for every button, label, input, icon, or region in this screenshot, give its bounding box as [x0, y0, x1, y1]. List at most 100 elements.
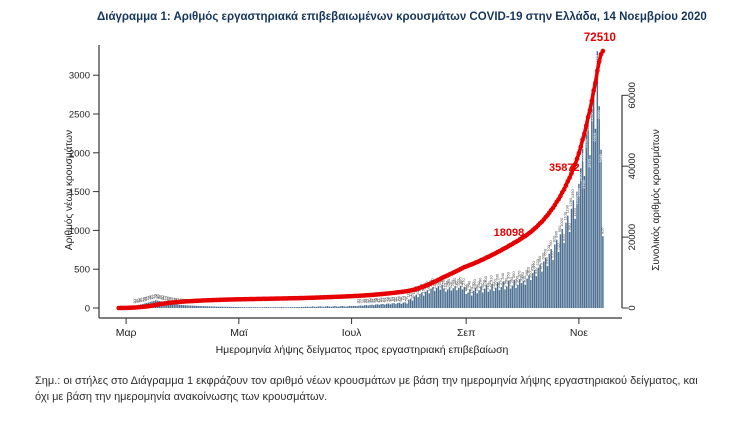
- left-axis-tick-label: 1500: [69, 187, 90, 198]
- bar: [227, 306, 229, 308]
- bar: [559, 234, 562, 308]
- bar: [474, 287, 477, 308]
- bar: [502, 281, 504, 308]
- bar: [204, 306, 207, 308]
- bar-value-label: 50: [393, 297, 398, 302]
- bar-value-label: 350: [505, 271, 510, 278]
- bar: [585, 134, 587, 308]
- bar-value-label: 95: [154, 293, 159, 298]
- bar: [600, 149, 602, 308]
- bar: [286, 307, 288, 308]
- bar: [234, 306, 236, 308]
- bar: [262, 307, 264, 308]
- bar: [570, 208, 573, 308]
- bar: [299, 307, 301, 308]
- bar-value-label: 1150: [572, 207, 577, 216]
- bar: [263, 307, 266, 308]
- bar-value-label: 520: [535, 258, 540, 265]
- bar: [470, 295, 473, 308]
- bar-value-label: 240: [487, 280, 492, 287]
- cumulative-dot: [596, 59, 602, 64]
- bar: [367, 305, 369, 308]
- bar: [323, 306, 325, 308]
- bar-value-label: 700: [546, 244, 551, 251]
- bar: [201, 306, 203, 308]
- cumulative-dot: [578, 144, 584, 150]
- bar: [349, 305, 351, 308]
- bar: [334, 306, 336, 308]
- bar: [541, 271, 543, 308]
- cumulative-dot: [576, 150, 582, 156]
- bar: [509, 288, 512, 308]
- bar: [260, 307, 262, 308]
- bar-value-label: 78: [147, 295, 152, 300]
- bar: [256, 307, 259, 308]
- bar: [313, 306, 316, 308]
- bar: [330, 306, 332, 308]
- bar: [472, 290, 475, 308]
- bar-value-label: 350: [520, 271, 525, 278]
- bar-value-label: 120: [407, 289, 412, 296]
- bar: [513, 280, 515, 308]
- bar-value-label: 880: [553, 230, 558, 237]
- bar: [280, 307, 283, 308]
- bar: [568, 231, 571, 308]
- bar: [415, 294, 417, 308]
- bar: [173, 303, 175, 308]
- bar-value-label: 340: [500, 272, 505, 279]
- bar: [336, 306, 338, 308]
- cumulative-dot: [565, 178, 571, 184]
- bar-value-label: 300: [522, 275, 527, 282]
- bar-value-label: 44: [382, 297, 387, 302]
- bar: [398, 302, 401, 308]
- bar: [413, 296, 416, 308]
- bar: [378, 304, 381, 308]
- bar: [446, 289, 449, 308]
- cumulative-dot: [585, 114, 591, 120]
- right-axis-tick-label: 0: [627, 305, 638, 310]
- bar-value-label: 240: [459, 280, 464, 287]
- bar-value-label: 760: [548, 240, 553, 247]
- bar-value-label: 45: [372, 297, 377, 302]
- bar: [511, 285, 514, 308]
- bar-value-label: 260: [455, 278, 460, 285]
- bar-value-label: 54: [398, 297, 403, 302]
- bar-value-label: 75: [162, 295, 167, 300]
- bar: [583, 176, 586, 308]
- bar-value-label: 2570: [589, 112, 594, 122]
- bar-value-label: 560: [537, 255, 542, 262]
- left-axis-tick-label: 2000: [69, 148, 90, 159]
- bar-value-label: 85: [158, 294, 163, 299]
- bar: [494, 287, 497, 308]
- bar: [315, 306, 318, 308]
- cumulative-dot: [572, 161, 578, 167]
- bar-value-label: 40: [136, 298, 141, 303]
- bar: [515, 287, 517, 308]
- bar: [328, 306, 331, 308]
- bar: [278, 307, 281, 308]
- bar: [289, 307, 292, 308]
- bar-value-label: 980: [566, 223, 571, 230]
- bar: [310, 306, 312, 308]
- bar: [212, 306, 214, 308]
- bar-value-label: 70: [400, 295, 405, 300]
- bar: [365, 305, 368, 308]
- bar: [522, 280, 525, 308]
- bar: [245, 307, 247, 308]
- bar: [594, 128, 597, 308]
- bar: [424, 291, 427, 308]
- bar-value-label: 250: [441, 279, 446, 286]
- bar-value-label: 650: [542, 248, 547, 255]
- bar: [350, 306, 353, 308]
- bar-value-label: 470: [539, 262, 544, 269]
- bar: [215, 306, 218, 308]
- right-axis-tick-label: 40000: [627, 153, 638, 179]
- bar: [304, 306, 307, 308]
- bar: [382, 303, 384, 308]
- bar-value-label: 220: [491, 281, 496, 288]
- bar-value-label: 370: [516, 270, 521, 277]
- bar-value-label: 65: [395, 296, 400, 301]
- bar: [578, 183, 580, 308]
- bar: [400, 303, 403, 308]
